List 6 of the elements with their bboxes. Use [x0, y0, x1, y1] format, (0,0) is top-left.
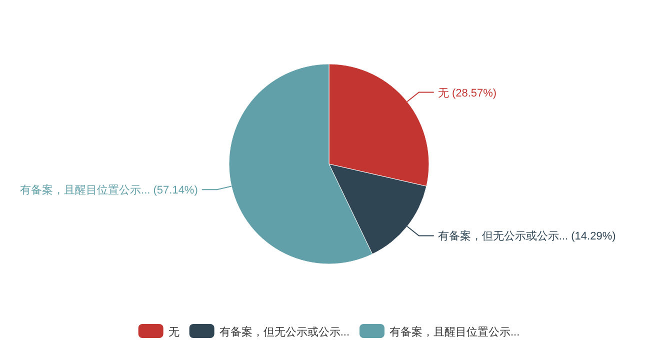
- category-label: 无 (28.57%): [438, 87, 497, 100]
- legend-label: 无: [168, 326, 180, 338]
- category-label: 有备案，但无公示或公示... (14.29%): [438, 230, 616, 243]
- category-label: 有备案，且醒目位置公示... (57.14%): [20, 184, 198, 197]
- legend-label: 有备案，但无公示或公示...: [219, 326, 350, 338]
- legend-label: 有备案，且醒目位置公示...: [390, 326, 520, 338]
